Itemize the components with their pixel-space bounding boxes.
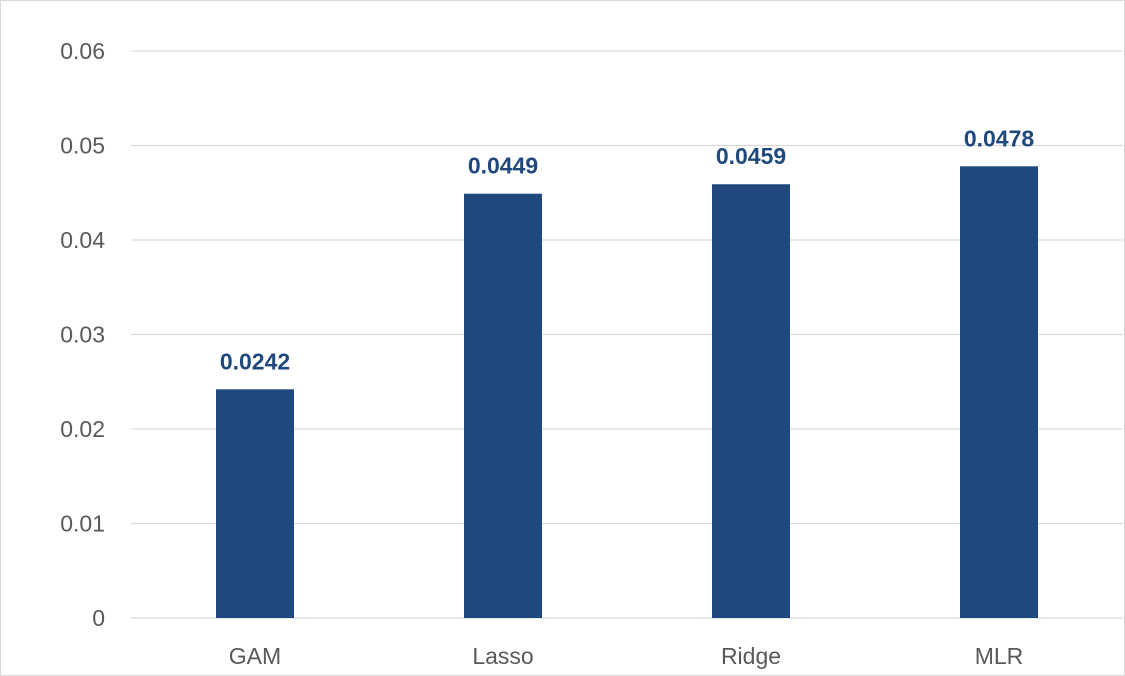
x-tick-label-gam: GAM (229, 643, 281, 669)
y-tick-label: 0.06 (60, 38, 105, 64)
data-label-ridge: 0.0459 (716, 143, 786, 169)
gridlines (131, 50, 1123, 619)
y-tick-label: 0.03 (60, 322, 105, 348)
x-tick-label-ridge: Ridge (721, 643, 781, 669)
y-tick-label: 0.02 (60, 416, 105, 442)
data-label-lasso: 0.0449 (468, 153, 538, 179)
y-axis-tick-labels: 0 0.01 0.02 0.03 0.04 0.05 0.06 (60, 38, 105, 631)
y-tick-label: 0.01 (60, 511, 105, 537)
x-tick-label-mlr: MLR (975, 643, 1024, 669)
bars (216, 166, 1038, 619)
data-label-mlr: 0.0478 (964, 125, 1035, 151)
y-tick-label: 0.04 (60, 227, 105, 253)
x-axis-tick-labels: GAM Lasso Ridge MLR (229, 643, 1023, 669)
bar-mlr (960, 166, 1038, 619)
y-tick-label: 0.05 (60, 133, 105, 159)
x-tick-label-lasso: Lasso (472, 643, 533, 669)
y-tick-label: 0 (92, 605, 105, 631)
data-label-gam: 0.0242 (220, 348, 290, 374)
data-labels: 0.0242 0.0449 0.0459 0.0478 (220, 125, 1035, 374)
bar-gam (216, 389, 294, 618)
bar-ridge (712, 184, 790, 618)
bar-lasso (464, 193, 542, 618)
